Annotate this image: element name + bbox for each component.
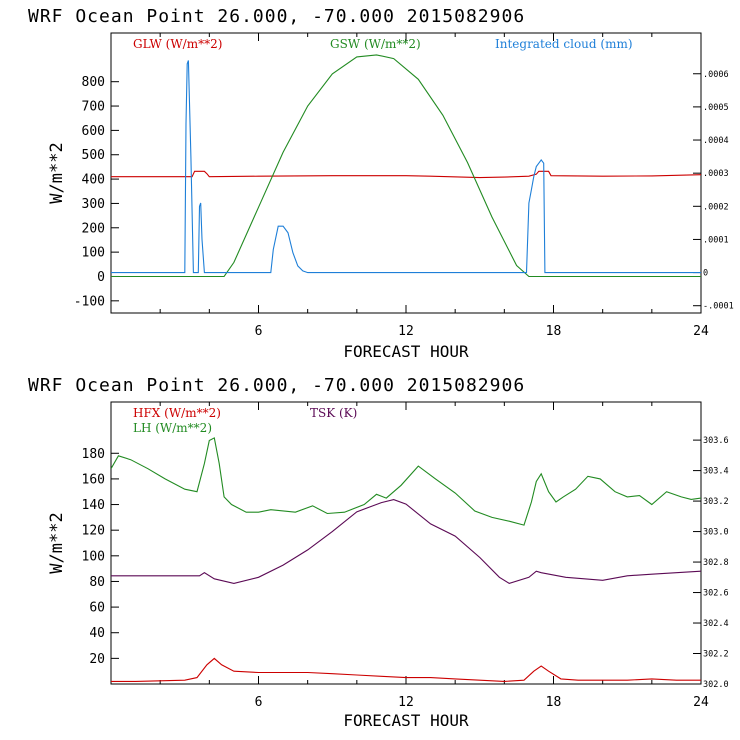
chart-title: WRF Ocean Point 26.000, -70.000 20150829… <box>28 6 525 27</box>
y2-tick-label: 0 <box>703 269 708 279</box>
y2-tick-label: .0005 <box>703 103 729 113</box>
series-line-glw <box>111 170 701 179</box>
y-tick-label: 500 <box>82 148 105 163</box>
y-axis-label: W/m**2 <box>47 512 67 573</box>
plot-frame <box>110 401 702 685</box>
y2-tick-label: 303.4 <box>703 467 729 477</box>
series-line-tsk <box>111 499 701 584</box>
x-tick-label: 24 <box>693 324 709 339</box>
y2-tick-label: -.0001 <box>703 302 734 312</box>
series-line-hfx <box>111 657 701 682</box>
chart-1: WRF Ocean Point 26.000, -70.000 20150829… <box>28 6 734 361</box>
y2-tick-label: 303.2 <box>703 497 729 507</box>
y2-tick-label: .0006 <box>703 70 729 80</box>
y-tick-label: 100 <box>82 246 105 261</box>
legend-glw: GLW (W/m**2) <box>133 37 222 51</box>
y-tick-label: 60 <box>89 601 105 616</box>
y2-tick-label: 302.4 <box>703 619 729 629</box>
x-tick-label: 12 <box>398 324 414 339</box>
x-tick-label: 6 <box>255 324 263 339</box>
y2-tick-label: .0002 <box>703 202 729 212</box>
y-tick-label: -100 <box>74 294 105 309</box>
y-tick-label: 800 <box>82 75 105 90</box>
y-tick-label: 200 <box>82 221 105 236</box>
y2-tick-label: 303.0 <box>703 528 729 538</box>
y-tick-label: 120 <box>82 524 105 539</box>
y-tick-label: 180 <box>82 447 105 462</box>
y-tick-label: 700 <box>82 100 105 115</box>
chart-2: WRF Ocean Point 26.000, -70.000 20150829… <box>28 375 729 730</box>
x-axis-label: FORECAST HOUR <box>343 711 469 730</box>
y-tick-label: 20 <box>89 652 105 667</box>
y-tick-label: 160 <box>82 472 105 487</box>
y-tick-label: 400 <box>82 173 105 188</box>
x-tick-label: 18 <box>546 695 562 710</box>
series-line-integrated <box>111 60 701 274</box>
series-line-lh <box>111 437 701 526</box>
x-tick-label: 18 <box>546 324 562 339</box>
series-line-gsw <box>111 54 701 278</box>
plot-frame <box>110 32 702 314</box>
y2-tick-label: .0001 <box>703 235 729 245</box>
y-tick-label: 80 <box>89 575 105 590</box>
y2-tick-label: 302.8 <box>703 558 729 568</box>
legend-integrated: Integrated cloud (mm) <box>495 37 633 51</box>
y-tick-label: 140 <box>82 498 105 513</box>
y-tick-label: 300 <box>82 197 105 212</box>
y2-tick-label: 303.6 <box>703 436 729 446</box>
y2-tick-label: 302.6 <box>703 589 729 599</box>
y2-tick-label: 302.0 <box>703 680 729 690</box>
legend-hfx: HFX (W/m**2) <box>133 406 221 420</box>
y2-tick-label: .0004 <box>703 136 729 146</box>
y-tick-label: 0 <box>97 270 105 285</box>
legend-tsk: TSK (K) <box>310 406 357 420</box>
chart-title: WRF Ocean Point 26.000, -70.000 20150829… <box>28 375 525 396</box>
y-tick-label: 600 <box>82 124 105 139</box>
x-axis-label: FORECAST HOUR <box>343 342 469 361</box>
x-tick-label: 12 <box>398 695 414 710</box>
y2-tick-label: 302.2 <box>703 650 729 660</box>
legend-gsw: GSW (W/m**2) <box>330 37 421 51</box>
y2-tick-label: .0003 <box>703 169 729 179</box>
x-tick-label: 6 <box>255 695 263 710</box>
x-tick-label: 24 <box>693 695 709 710</box>
y-axis-label: W/m**2 <box>47 142 67 203</box>
legend-lh: LH (W/m**2) <box>133 421 212 435</box>
y-tick-label: 40 <box>89 626 105 641</box>
y-tick-label: 100 <box>82 549 105 564</box>
